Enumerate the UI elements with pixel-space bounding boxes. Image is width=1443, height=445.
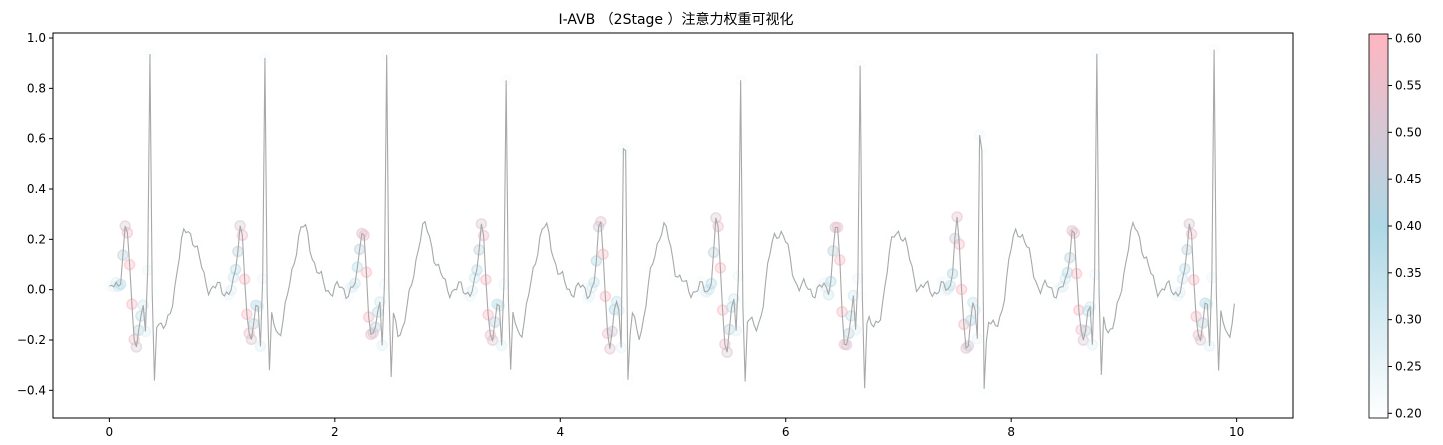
colorbar-tick-label: 0.25: [1395, 359, 1422, 373]
y-tick-label: 0.4: [27, 182, 46, 196]
x-tick-label: 4: [556, 425, 564, 439]
x-tick-label: 6: [782, 425, 790, 439]
x-tick-label: 0: [106, 425, 114, 439]
colorbar-tick-label: 0.20: [1395, 406, 1422, 420]
y-tick-label: 0.6: [27, 132, 46, 146]
x-tick-label: 2: [331, 425, 339, 439]
colorbar-tick-label: 0.30: [1395, 313, 1422, 327]
attention-markers: [103, 44, 1241, 395]
y-tick-label: 0.2: [27, 232, 46, 246]
chart-title: I-AVB （2Stage ）注意力权重可视化: [559, 11, 794, 28]
plot-area: [52, 32, 1294, 419]
y-axis: −0.4 −0.2 0.0 0.2 0.4 0.6 0.8 1.0: [17, 31, 53, 397]
y-tick-label: −0.2: [17, 333, 46, 347]
x-axis: 0 2 4 6 8 10: [106, 418, 1244, 439]
plot-frame: [52, 32, 1294, 419]
ecg-signal-line: [109, 49, 1235, 389]
colorbar: 0.20 0.25 0.30 0.35 0.40 0.45 0.50 0.55 0.60: [1368, 32, 1422, 420]
colorbar-tick-label: 0.55: [1395, 79, 1422, 93]
colorbar-tick-label: 0.35: [1395, 266, 1422, 280]
y-tick-label: 0.8: [27, 81, 46, 95]
colorbar-tick-label: 0.40: [1395, 219, 1422, 233]
colorbar-gradient: [1368, 33, 1389, 419]
x-tick-label: 8: [1007, 425, 1015, 439]
x-tick-label: 10: [1229, 425, 1244, 439]
colorbar-tick-label: 0.50: [1395, 125, 1422, 139]
colorbar-tick-label: 0.45: [1395, 172, 1422, 186]
y-tick-label: 1.0: [27, 31, 46, 45]
y-tick-label: −0.4: [17, 383, 46, 397]
y-tick-label: 0.0: [27, 283, 46, 297]
colorbar-tick-label: 0.60: [1395, 32, 1422, 46]
